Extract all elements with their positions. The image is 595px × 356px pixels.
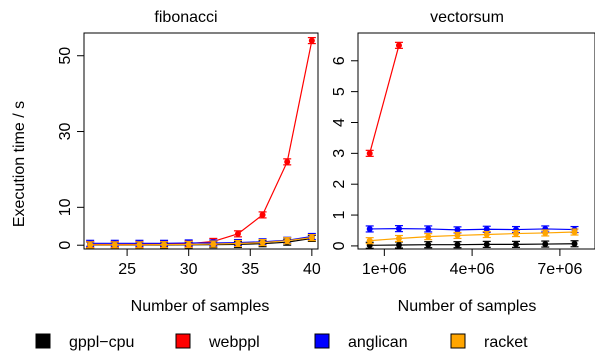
vectorsum-title: vectorsum bbox=[430, 9, 504, 26]
vectorsum-plot-frame bbox=[357, 32, 595, 250]
legend-swatch-anglican bbox=[314, 333, 330, 349]
x-tick-label: 1e+06 bbox=[362, 261, 407, 278]
y-tick-label: 1 bbox=[331, 211, 348, 220]
x-tick-label: 30 bbox=[180, 261, 198, 278]
y-tick-label: 0 bbox=[331, 241, 348, 250]
legend: gppl−cpu webppl anglican racket bbox=[35, 333, 528, 351]
racket-point bbox=[513, 230, 519, 237]
gppl-cpu-point bbox=[542, 241, 549, 248]
x-tick-label: 40 bbox=[303, 261, 321, 278]
racket-point bbox=[366, 237, 373, 244]
racket-point bbox=[454, 232, 461, 239]
legend-label-gppl-cpu: gppl−cpu bbox=[69, 334, 134, 351]
anglican-point bbox=[483, 226, 490, 233]
webppl-point bbox=[259, 211, 266, 218]
legend-label-racket: racket bbox=[484, 334, 528, 351]
legend-swatch-racket bbox=[450, 333, 466, 349]
vectorsum-panel: vectorsum Number of samples 1e+06 4e+06 7e… bbox=[331, 9, 595, 315]
gppl-cpu-point bbox=[571, 240, 578, 247]
legend-label-webppl: webppl bbox=[208, 334, 260, 351]
y-tick-label: 6 bbox=[331, 56, 348, 65]
webppl-point bbox=[366, 150, 373, 157]
racket-line bbox=[369, 231, 575, 242]
y-tick-label: 0 bbox=[57, 241, 74, 250]
racket-line bbox=[90, 237, 312, 246]
fibonacci-x-axis-label: Number of samples bbox=[131, 298, 270, 315]
y-axis-label: Execution time / s bbox=[11, 101, 28, 227]
racket-point bbox=[87, 241, 94, 248]
webppl-point bbox=[308, 37, 315, 44]
x-tick-label: 7e+06 bbox=[537, 261, 582, 278]
fibonacci-title: fibonacci bbox=[154, 9, 217, 26]
webppl-point bbox=[284, 158, 291, 165]
fibonacci-plot-frame bbox=[83, 32, 319, 250]
vectorsum-x-axis-label: Number of samples bbox=[398, 298, 537, 315]
anglican-point bbox=[395, 225, 402, 232]
anglican-line bbox=[369, 228, 575, 231]
legend-swatch-webppl bbox=[175, 333, 191, 349]
y-tick-label: 2 bbox=[331, 180, 348, 189]
x-tick-label: 4e+06 bbox=[450, 261, 495, 278]
racket-point bbox=[210, 241, 217, 248]
x-tick-label: 25 bbox=[118, 261, 136, 278]
y-tick-label: 4 bbox=[331, 118, 348, 127]
legend-swatch-gppl-cpu bbox=[35, 333, 51, 349]
webppl-line bbox=[369, 45, 400, 154]
y-tick-label: 10 bbox=[57, 198, 74, 216]
racket-point bbox=[571, 229, 578, 236]
webppl-point bbox=[234, 230, 241, 237]
gppl-cpu-line bbox=[369, 243, 575, 246]
racket-point bbox=[136, 241, 143, 248]
racket-point bbox=[161, 241, 168, 248]
anglican-point bbox=[366, 225, 373, 232]
racket-point bbox=[483, 231, 490, 238]
gppl-cpu-point bbox=[513, 241, 519, 248]
gppl-cpu-point bbox=[483, 241, 490, 248]
y-tick-label: 50 bbox=[57, 47, 74, 65]
racket-point bbox=[542, 229, 549, 236]
racket-point bbox=[284, 237, 291, 244]
gppl-cpu-point bbox=[395, 241, 402, 248]
x-tick-label: 35 bbox=[241, 261, 259, 278]
racket-point bbox=[308, 234, 315, 241]
racket-point bbox=[234, 240, 241, 247]
y-tick-label: 3 bbox=[331, 149, 348, 158]
webppl-line bbox=[90, 40, 313, 246]
fibonacci-panel: fibonacci Number of samples 25 30 35 40 0 10 3… bbox=[57, 9, 321, 315]
racket-point bbox=[111, 241, 118, 248]
racket-point bbox=[259, 239, 266, 246]
y-tick-label: 30 bbox=[57, 123, 74, 141]
racket-point bbox=[185, 241, 192, 248]
racket-point bbox=[425, 233, 432, 240]
anglican-point bbox=[454, 226, 461, 233]
legend-label-anglican: anglican bbox=[348, 334, 408, 351]
anglican-point bbox=[425, 225, 432, 232]
webppl-point bbox=[395, 42, 402, 49]
gppl-cpu-point bbox=[425, 241, 432, 248]
racket-point bbox=[395, 235, 402, 242]
y-tick-label: 5 bbox=[331, 87, 348, 96]
gppl-cpu-point bbox=[454, 241, 461, 248]
